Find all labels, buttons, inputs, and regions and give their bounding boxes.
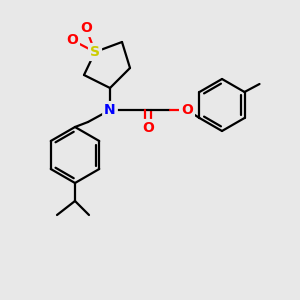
- Text: S: S: [90, 45, 100, 59]
- Text: N: N: [104, 103, 116, 117]
- Text: O: O: [80, 21, 92, 35]
- Text: O: O: [181, 103, 193, 117]
- Text: O: O: [142, 121, 154, 135]
- Text: O: O: [66, 33, 78, 47]
